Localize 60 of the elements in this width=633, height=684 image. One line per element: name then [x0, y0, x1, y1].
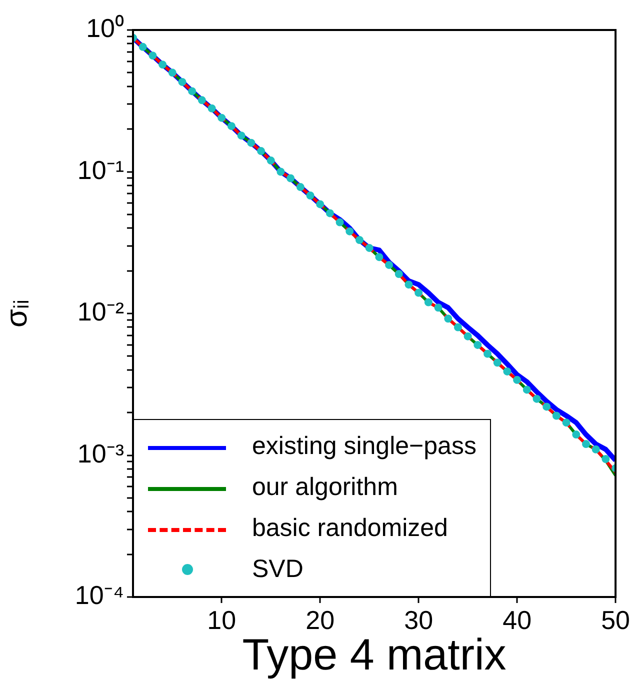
point: [434, 304, 442, 312]
legend-label: basic randomized: [252, 513, 448, 544]
point: [227, 122, 236, 130]
point: [188, 87, 196, 96]
point: [276, 168, 285, 176]
point: [542, 402, 551, 411]
point: [257, 147, 266, 156]
point: [296, 183, 304, 192]
point: [148, 52, 157, 60]
point: [247, 138, 256, 147]
point: [414, 288, 423, 297]
point: [158, 60, 167, 69]
x-tick-label: 50: [601, 604, 630, 635]
point: [346, 227, 354, 236]
point: [532, 394, 541, 403]
point: [208, 104, 216, 112]
y-tick-label: 10⁰: [86, 13, 124, 44]
y-tick-label: 10⁻¹: [77, 154, 124, 185]
point: [503, 367, 512, 376]
point: [552, 412, 560, 420]
point: [493, 358, 502, 367]
point: [326, 209, 334, 218]
point: [444, 314, 452, 323]
point: [464, 332, 472, 340]
point: [375, 253, 384, 262]
point: [582, 440, 590, 448]
point: [365, 244, 374, 252]
legend-label: our algorithm: [252, 472, 398, 503]
point: [424, 298, 432, 306]
point: [572, 430, 580, 439]
point: [336, 218, 344, 226]
point: [306, 191, 314, 200]
point: [218, 114, 226, 122]
point: [394, 270, 403, 278]
point: [404, 280, 413, 289]
point: [602, 455, 610, 464]
point: [385, 260, 394, 269]
y-tick-label: 10⁻⁴: [74, 580, 124, 610]
x-tick-label: 10: [207, 604, 236, 635]
y-tick-label: 10⁻²: [77, 296, 124, 327]
point: [286, 174, 295, 182]
legend-label: existing single−pass: [252, 431, 476, 462]
point: [484, 350, 492, 358]
point: [198, 96, 206, 104]
point: [316, 200, 324, 208]
point: [178, 78, 186, 86]
point: [266, 156, 275, 165]
y-tick-label: 10⁻³: [77, 438, 124, 468]
point: [138, 42, 147, 51]
legend-label: SVD: [252, 554, 304, 585]
point: [562, 418, 570, 427]
point: [474, 340, 482, 349]
point: [592, 445, 600, 454]
point: [237, 132, 246, 140]
point: [454, 323, 462, 332]
y-axis-title: σᵢᵢ: [0, 300, 34, 328]
point: [168, 68, 176, 77]
point: [513, 376, 522, 384]
point: [356, 236, 364, 244]
point: [522, 386, 531, 394]
